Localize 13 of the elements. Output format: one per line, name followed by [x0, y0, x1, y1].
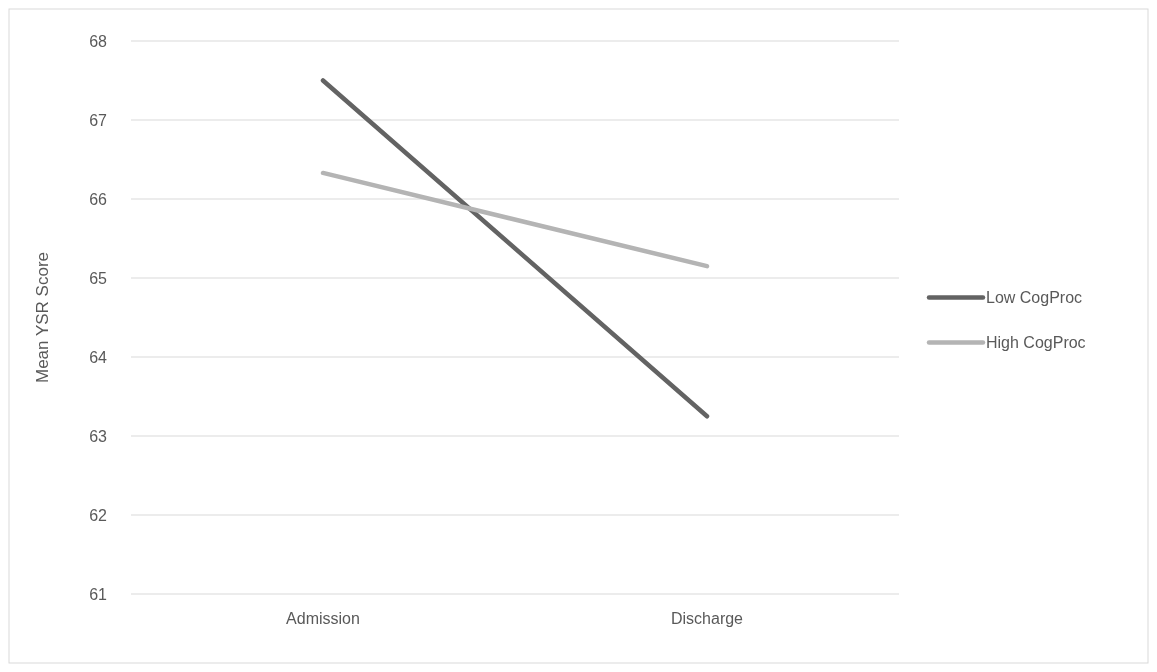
y-tick-label: 68: [89, 32, 108, 50]
y-axis-title: Mean YSR Score: [33, 251, 52, 384]
y-tick-label: 63: [89, 427, 108, 445]
y-tick-label: 65: [89, 269, 108, 287]
x-tick-label: Admission: [286, 610, 360, 627]
y-tick-label: 66: [89, 190, 108, 208]
y-tick-label: 67: [89, 111, 108, 129]
y-tick-label: 64: [89, 348, 108, 366]
legend-label: High CogProc: [986, 334, 1086, 352]
legend-label: Low CogProc: [986, 289, 1083, 307]
y-tick-label: 61: [89, 585, 108, 603]
x-tick-label: Discharge: [670, 610, 744, 627]
y-tick-label: 62: [89, 506, 108, 524]
